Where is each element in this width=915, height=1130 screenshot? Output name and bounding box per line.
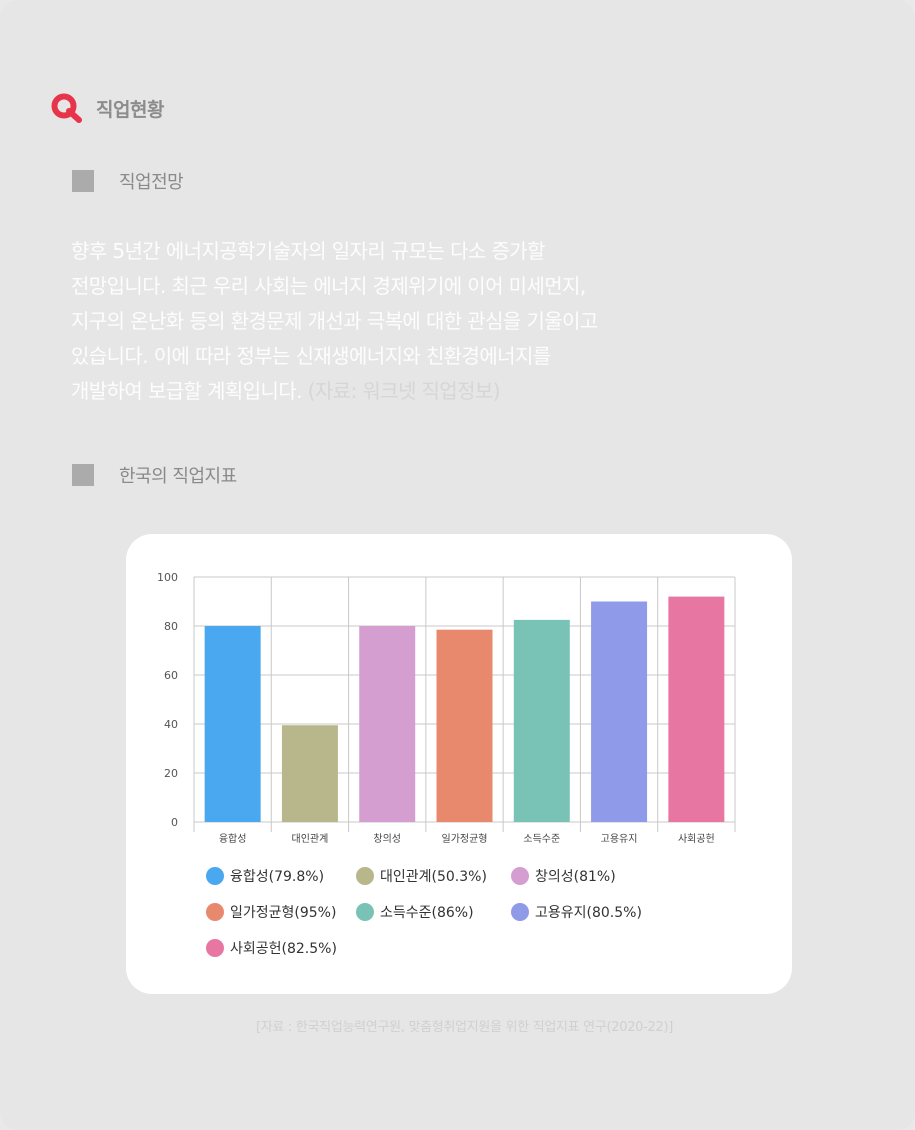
bar-5 bbox=[513, 619, 570, 822]
legend-swatch bbox=[511, 867, 529, 885]
outlook-line: 향후 5년간 에너지공학기술자의 일자리 규모는 다소 증가할 bbox=[71, 239, 545, 263]
legend-swatch bbox=[206, 867, 224, 885]
x-tick-label: 사회공헌 bbox=[678, 833, 715, 845]
legend-item: 융합성(79.8%) bbox=[206, 866, 356, 886]
legend-label: 일가정균형(95%) bbox=[230, 905, 337, 921]
section-marker bbox=[72, 464, 94, 486]
x-tick-label: 소득수준 bbox=[523, 833, 560, 845]
legend-swatch bbox=[511, 903, 529, 921]
y-tick-label: 40 bbox=[164, 718, 178, 731]
outlook-paragraph: 향후 5년간 에너지공학기술자의 일자리 규모는 다소 증가할 전망입니다. 최… bbox=[71, 234, 731, 409]
outlook-line: 개발하여 보급할 계획입니다. (자료: 워크넷 직업정보) bbox=[71, 374, 731, 409]
outlook-last-line: 개발하여 보급할 계획입니다. bbox=[71, 379, 302, 403]
legend-swatch bbox=[356, 867, 374, 885]
y-tick-label: 0 bbox=[171, 816, 178, 829]
bar-1 bbox=[204, 626, 261, 822]
chart-source-note: [자료 : 한국직업능력연구원, 맞춤형취업지원을 위한 직업지표 연구(202… bbox=[256, 1020, 674, 1035]
x-tick-label: 융합성 bbox=[219, 833, 247, 845]
legend-swatch bbox=[206, 939, 224, 957]
legend-row: 일가정균형(95%) 소득수준(86%) 고용유지(80.5%) bbox=[206, 894, 766, 930]
outlook-line: 전망입니다. 최근 우리 사회는 에너지 경제위기에 이어 미세먼지, bbox=[71, 274, 586, 298]
search-icon bbox=[51, 93, 82, 123]
section-outlook-heading: 직업전망 bbox=[72, 168, 184, 194]
legend-label: 고용유지(80.5%) bbox=[535, 905, 642, 921]
y-tick-label: 20 bbox=[164, 767, 178, 780]
page-title: 직업현황 bbox=[96, 98, 164, 121]
legend-item: 일가정균형(95%) bbox=[206, 902, 356, 922]
legend-item: 창의성(81%) bbox=[511, 866, 661, 886]
legend-label: 대인관계(50.3%) bbox=[380, 869, 487, 885]
bar-7 bbox=[668, 596, 725, 822]
legend-swatch bbox=[206, 903, 224, 921]
section-marker bbox=[72, 170, 94, 192]
legend-label: 융합성(79.8%) bbox=[230, 869, 325, 885]
chart-legend: 융합성(79.8%) 대인관계(50.3%) 창의성(81%) 일가정균형(95%) 소… bbox=[206, 858, 766, 966]
legend-label: 창의성(81%) bbox=[535, 869, 616, 885]
legend-item: 소득수준(86%) bbox=[356, 902, 511, 922]
legend-item: 대인관계(50.3%) bbox=[356, 866, 511, 886]
legend-row: 사회공헌(82.5%) bbox=[206, 930, 766, 966]
bar-6 bbox=[591, 601, 648, 822]
y-tick-label: 60 bbox=[164, 669, 178, 682]
outlook-line: 지구의 온난화 등의 환경문제 개선과 극복에 대한 관심을 기울이고 bbox=[71, 309, 598, 333]
section-indicators-heading: 한국의 직업지표 bbox=[72, 462, 237, 488]
outlook-source: (자료: 워크넷 직업정보) bbox=[307, 379, 501, 403]
x-tick-label: 창의성 bbox=[373, 833, 401, 845]
x-tick-label: 일가정균형 bbox=[442, 833, 488, 845]
bar-3 bbox=[359, 626, 416, 822]
outlook-line: 있습니다. 이에 따라 정부는 신재생에너지와 친환경에너지를 bbox=[71, 344, 551, 368]
section-outlook-title: 직업전망 bbox=[119, 172, 184, 193]
legend-item: 고용유지(80.5%) bbox=[511, 902, 661, 922]
x-tick-label: 대인관계 bbox=[292, 833, 329, 845]
x-tick-label: 고용유지 bbox=[601, 833, 638, 845]
legend-row: 융합성(79.8%) 대인관계(50.3%) 창의성(81%) bbox=[206, 858, 766, 894]
legend-item: 사회공헌(82.5%) bbox=[206, 938, 356, 958]
legend-swatch bbox=[356, 903, 374, 921]
y-tick-label: 80 bbox=[164, 620, 178, 633]
bar-4 bbox=[436, 629, 493, 822]
section-indicators-title: 한국의 직업지표 bbox=[119, 466, 237, 487]
page-header: 직업현황 bbox=[50, 92, 164, 124]
legend-label: 소득수준(86%) bbox=[380, 905, 474, 921]
y-tick-label: 100 bbox=[157, 571, 178, 584]
legend-label: 사회공헌(82.5%) bbox=[230, 941, 337, 957]
bar-2 bbox=[281, 725, 338, 822]
